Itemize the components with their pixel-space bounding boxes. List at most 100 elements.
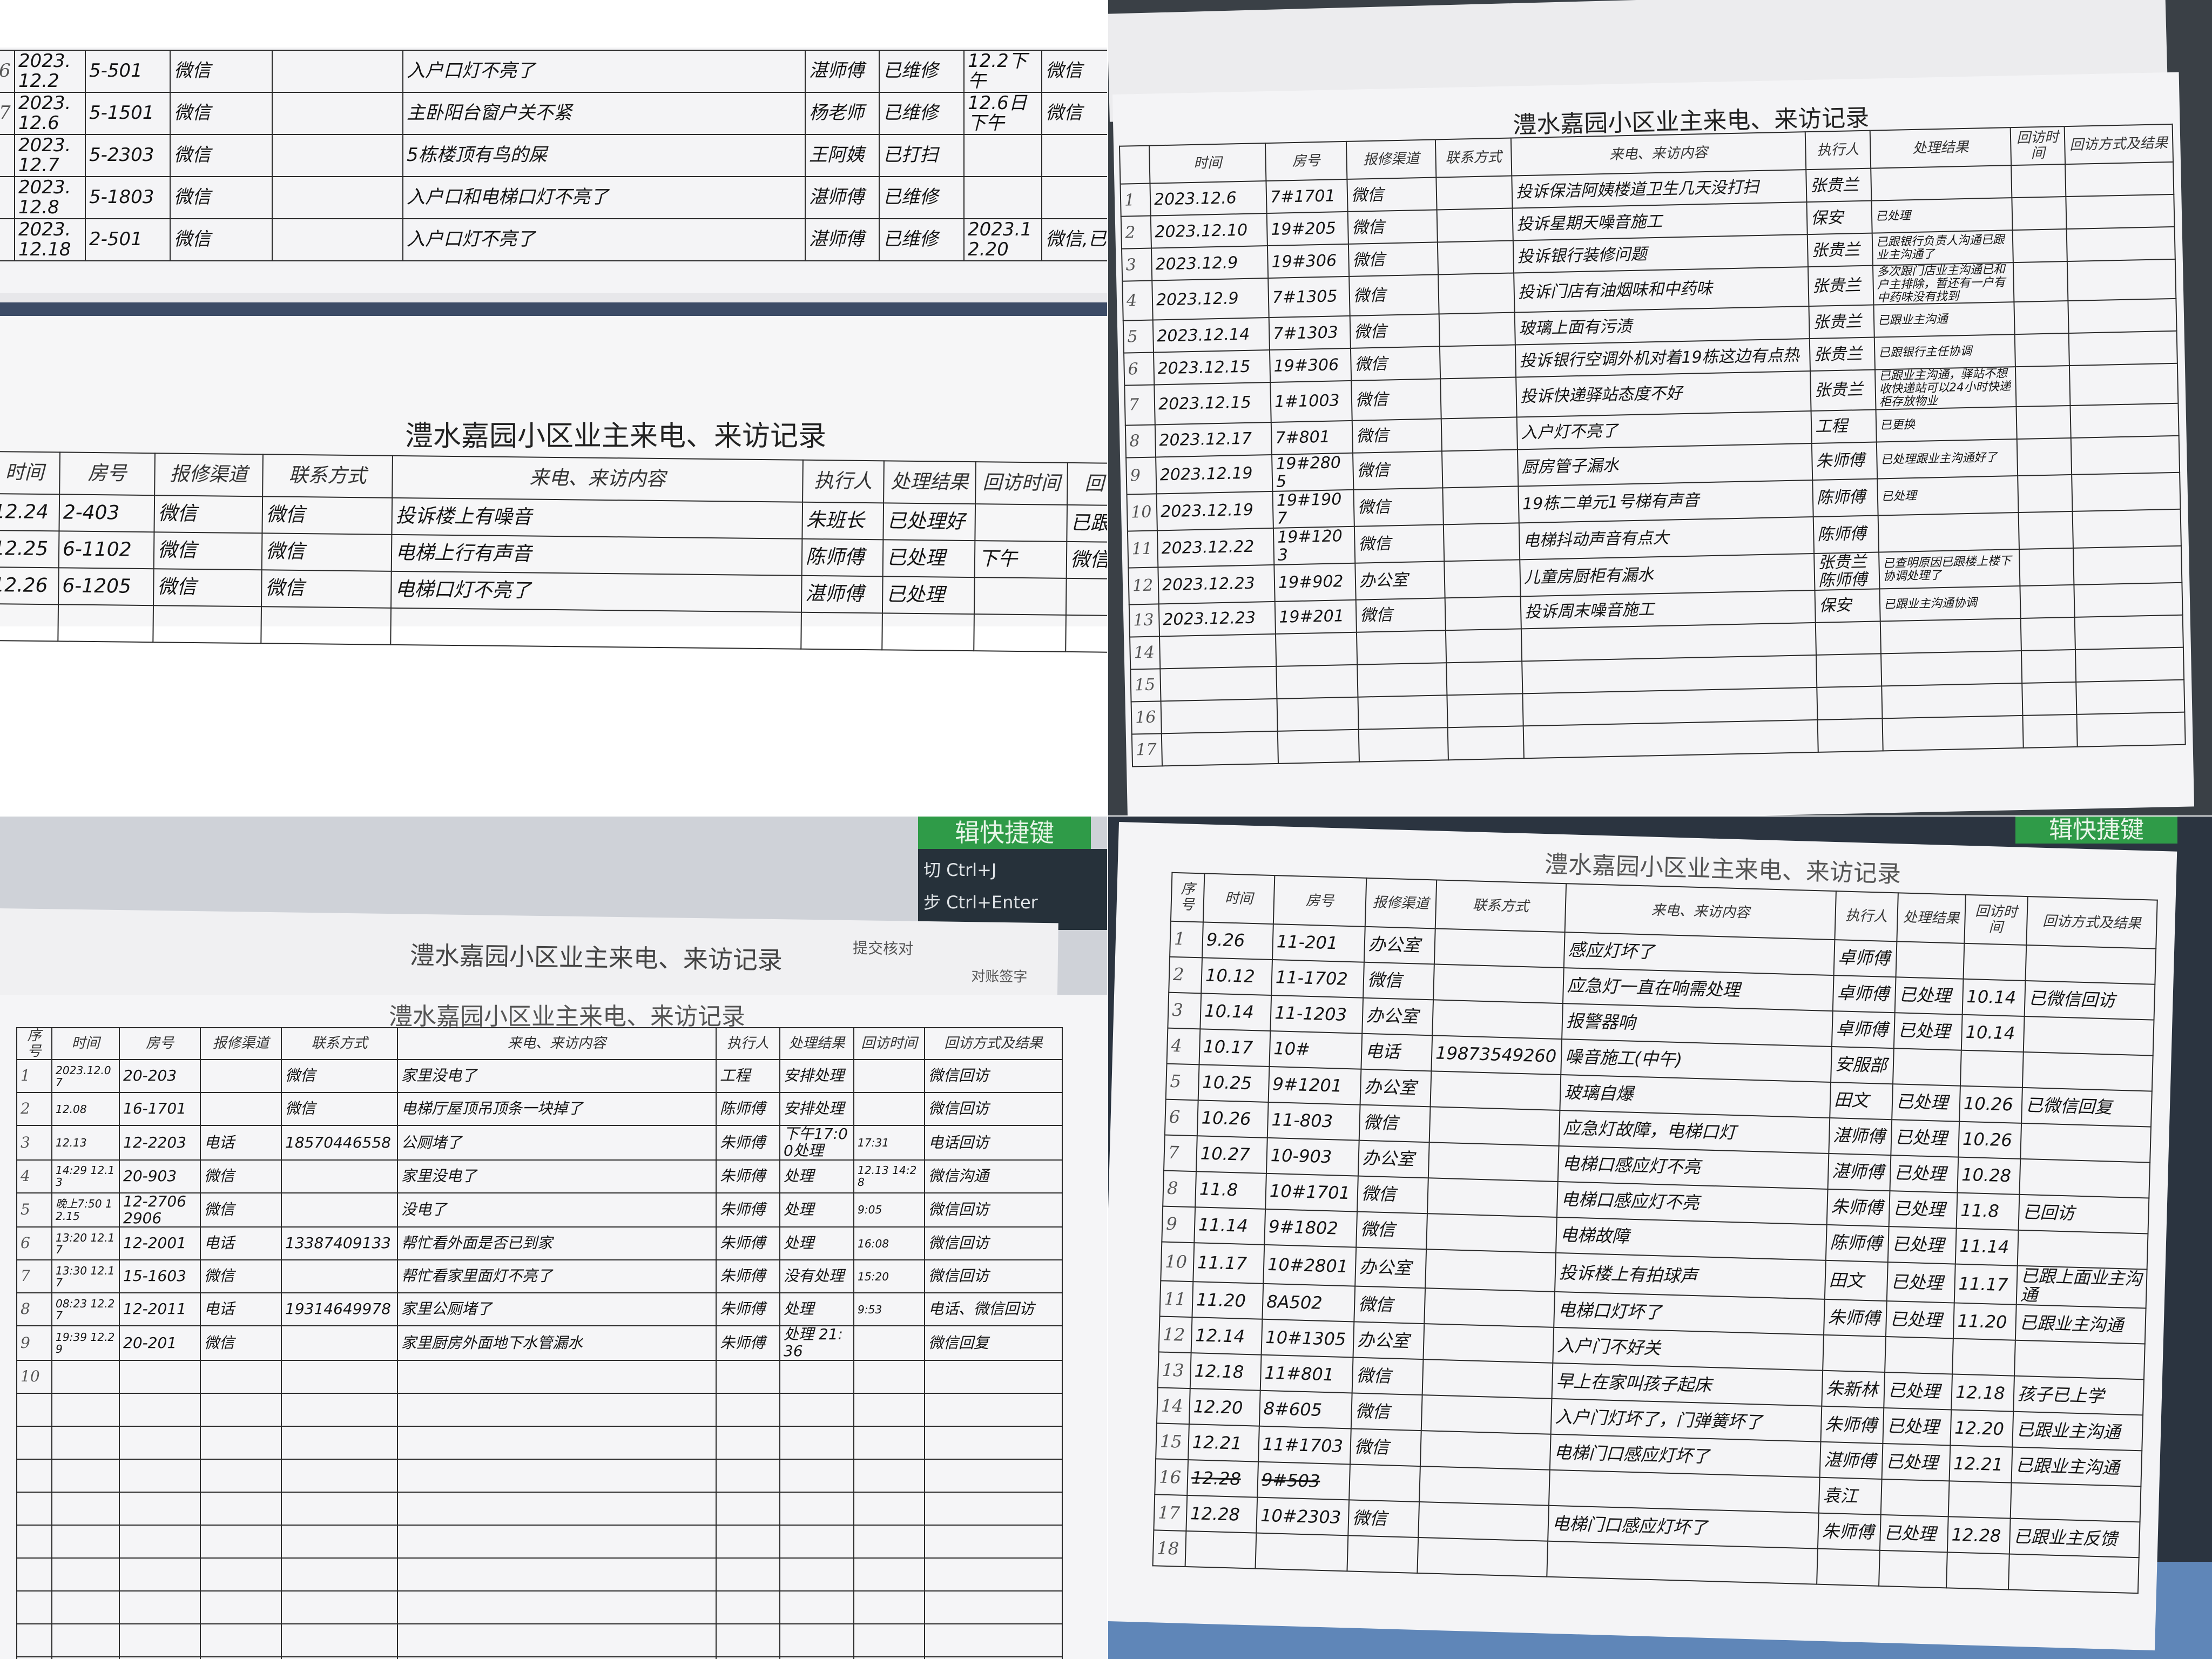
table-cell: 微信 xyxy=(200,1159,282,1193)
table-cell xyxy=(1430,1071,1561,1111)
table-cell: 朱师傅 xyxy=(716,1159,780,1193)
table-cell: 没有处理 xyxy=(779,1259,854,1294)
row-number: 5 xyxy=(1123,320,1154,353)
table-cell: 电梯上行有声音 xyxy=(391,534,802,576)
table-cell xyxy=(2072,472,2181,511)
table-cell: 卓师傅 xyxy=(1831,1011,1895,1049)
table-cell: 湛师傅 xyxy=(1827,1153,1891,1191)
table-cell xyxy=(2017,437,2072,476)
column-header: 联系方式 xyxy=(1435,138,1512,178)
row-number: 11 xyxy=(1159,1280,1193,1318)
column-header: 来电、来访内容 xyxy=(397,1027,717,1061)
row-number: 10 xyxy=(1127,493,1157,531)
table-cell: 已跟上面业主沟通 xyxy=(2016,1265,2147,1309)
column-header: 序号 xyxy=(16,1027,52,1061)
table-cell xyxy=(51,1623,120,1657)
table-cell: 投诉保洁阿姨楼道卫生几天没打扫 xyxy=(1512,170,1807,208)
sheet-title: 澧水嘉园小区业主来电、来访记录 xyxy=(409,940,783,975)
table-cell: 5-501 xyxy=(85,50,171,93)
table-cell: 陈师傅 xyxy=(1812,478,1878,517)
row-number: 3 xyxy=(1168,992,1202,1029)
table-cell: 儿童房厨柜有漏水 xyxy=(1520,553,1815,596)
table-cell: 2023.12.19 xyxy=(1156,491,1273,530)
table-cell xyxy=(1952,1338,2015,1377)
table-cell xyxy=(1432,1000,1563,1040)
table-cell xyxy=(1429,1107,1560,1146)
table-cell: 卓师傅 xyxy=(1833,940,1897,977)
table-cell: 已处理 xyxy=(1885,1301,1954,1339)
table-cell xyxy=(1434,928,1565,968)
table-cell: 朱师傅 xyxy=(1823,1299,1887,1337)
table-cell xyxy=(58,604,154,643)
table-cell: 2023.12.17 xyxy=(1155,422,1272,457)
table-cell xyxy=(1436,176,1513,210)
table-cell xyxy=(1255,1533,1348,1572)
table-cell: 朱师傅 xyxy=(716,1125,780,1161)
table-cell: 17:31 xyxy=(853,1125,925,1161)
table-cell: 微信 xyxy=(154,495,263,534)
table-cell xyxy=(1816,653,1882,687)
table-cell: 19#2805 xyxy=(1272,453,1354,491)
table-cell: 微信 xyxy=(1357,1176,1428,1214)
table-cell xyxy=(272,50,403,93)
table-cell: 已查明原因已跟楼上楼下协调处理了 xyxy=(1879,549,2020,589)
table-cell: 微信回复 xyxy=(924,1325,1063,1361)
table-cell: 处理 xyxy=(779,1226,854,1261)
table-cell: 已处理 xyxy=(882,576,975,615)
table-cell: 20-201 xyxy=(119,1325,201,1361)
table-cell: 工程 xyxy=(716,1059,780,1094)
table-cell: 已维修 xyxy=(879,92,965,135)
table-cell: 11-1702 xyxy=(1271,960,1364,998)
table-cell xyxy=(51,1359,120,1394)
table-row xyxy=(16,1590,1063,1624)
table-cell xyxy=(1276,664,1358,699)
table-row xyxy=(16,1557,1063,1591)
table-cell xyxy=(1185,1531,1257,1569)
table-cell xyxy=(1444,559,1521,598)
table-row: 9 19:39 12.29 20-201 微信 家里厨房外面地下水管漏水 朱师傅 处理 21… xyxy=(16,1325,1063,1361)
row-number: 12 xyxy=(1128,567,1159,605)
table-cell xyxy=(716,1656,780,1659)
table-cell: 已处理 xyxy=(1871,198,2013,233)
table-cell: 微信 xyxy=(262,496,393,535)
table-row: 1 2023.12.07 20-203 微信 家里没电了 工程 安排处理 微信回访 xyxy=(16,1059,1063,1094)
table-cell xyxy=(2015,366,2071,407)
table-cell: 已微信回复 xyxy=(2021,1087,2152,1127)
table-cell xyxy=(281,1656,398,1659)
table-cell xyxy=(1446,660,1523,695)
table-cell xyxy=(779,1425,854,1460)
table-cell: 11-1203 xyxy=(1270,995,1364,1034)
table-cell: 已处理 xyxy=(1891,1120,1960,1157)
table-cell: 1#1003 xyxy=(1270,381,1352,422)
table-cell: 办公室 xyxy=(1358,1140,1429,1178)
table-cell xyxy=(963,176,1042,219)
table-cell: 张贵兰 xyxy=(1809,337,1875,372)
table-cell: 卓师傅 xyxy=(1832,975,1896,1013)
table-cell: 10.28 xyxy=(1957,1157,2021,1195)
table-cell: 晚上7:50 12.15 xyxy=(51,1192,120,1228)
table-cell xyxy=(281,1590,398,1624)
table-cell xyxy=(1878,512,2019,552)
table-cell: 田文 xyxy=(1824,1260,1888,1301)
row-number xyxy=(16,1425,52,1460)
table-cell: 2023.12.14 xyxy=(1152,318,1270,353)
table-cell xyxy=(200,1425,282,1460)
table-cell: 朱师傅 xyxy=(1820,1406,1884,1444)
table-cell: 湛师傅 xyxy=(1819,1442,1883,1480)
table-cell: 微信回访 xyxy=(924,1192,1063,1228)
table-cell: 微信 xyxy=(1354,1286,1426,1324)
table-cell xyxy=(1523,719,1818,758)
table-cell xyxy=(924,1557,1063,1591)
table-cell: 18570446558 xyxy=(281,1125,398,1161)
row-number: 1 xyxy=(1170,921,1203,958)
table-cell: 12.21 xyxy=(1949,1445,2013,1483)
column-header: 处理结果 xyxy=(884,461,976,504)
table-cell xyxy=(2020,584,2075,618)
photo-bottom-right: 辑快捷键 澧水嘉园小区业主来电、来访记录 序号 时间 房号 报修渠道 联系方式 来电、来访… xyxy=(1108,817,2212,1659)
table-cell xyxy=(1417,1537,1548,1577)
table-cell: 12-2203 xyxy=(119,1125,201,1161)
table-cell: 19#306 xyxy=(1267,244,1350,279)
record-table: 时间 房号 报修渠道 联系方式 来电、来访内容 执行人 处理结果 回访时间回 12.24 2-40… xyxy=(0,451,1107,653)
table-cell xyxy=(1277,697,1359,731)
table-cell xyxy=(2066,226,2175,262)
